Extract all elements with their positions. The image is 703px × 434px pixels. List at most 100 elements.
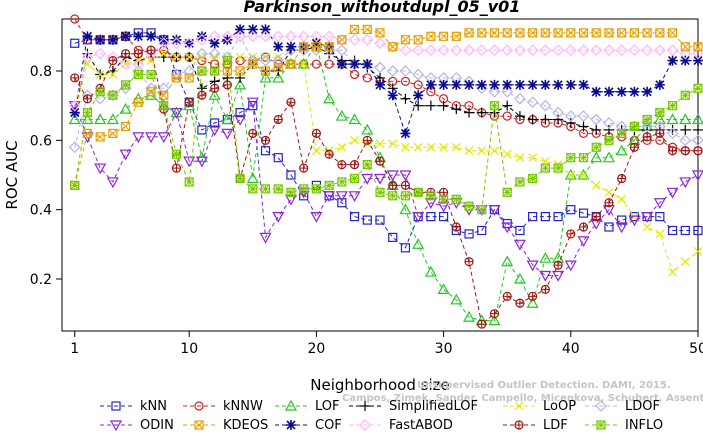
point-inflo-cross	[566, 153, 576, 163]
point-kdeos-cross	[235, 66, 245, 76]
legend-label-ldf: LDF	[543, 418, 568, 433]
point-ldf-cross	[286, 98, 295, 107]
point-loop	[515, 153, 525, 163]
point-loop	[668, 267, 677, 277]
point-fastabod	[183, 37, 196, 50]
point-knn	[210, 118, 220, 128]
point-inflo-cross	[312, 184, 321, 194]
point-simplifiedlof	[603, 124, 614, 135]
point-kdeos	[349, 24, 360, 34]
watermark-line-2: Campos, Zimek, Sander, Campello, Micenko…	[342, 393, 703, 404]
point-loop	[146, 56, 156, 66]
point-ldof	[475, 82, 488, 95]
point-kdeos-cross	[541, 28, 550, 38]
y-tick-label: 0.2	[30, 272, 52, 288]
point-inflo-cross	[426, 191, 436, 201]
point-ldof	[692, 134, 703, 147]
point-odin	[666, 187, 679, 199]
point-odin	[488, 205, 501, 216]
point-kdeos-cross	[312, 42, 321, 52]
point-fastabod	[590, 44, 603, 57]
point-fastabod	[119, 58, 132, 70]
point-lof	[424, 265, 437, 277]
point-lof	[437, 283, 450, 294]
point-cof	[158, 34, 169, 45]
legend-label-cof: COF	[315, 418, 342, 433]
point-cof	[69, 107, 80, 118]
point-ldf-cross	[401, 181, 410, 190]
x-tick-label: 50	[689, 341, 703, 357]
point-knn	[477, 225, 487, 236]
point-inflo-cross	[299, 184, 309, 194]
point-cof	[146, 31, 157, 42]
legend-label-odin: ODIN	[140, 418, 174, 433]
point-ldf-cross	[185, 98, 194, 107]
point-ldof	[183, 65, 196, 77]
point-kdeos-cross	[604, 28, 614, 38]
point-kdeos	[617, 28, 627, 38]
point-fastabod	[463, 44, 475, 57]
point-fastabod	[615, 44, 628, 57]
point-kdeos	[642, 28, 652, 38]
legend-label-lof: LOF	[315, 399, 340, 414]
point-knn	[528, 212, 538, 222]
legend-label-inflo: INFLO	[625, 418, 663, 433]
watermark-line-1: Unsupervised Outlier Detection. DAMI, 20…	[417, 380, 671, 391]
point-odin	[259, 232, 272, 244]
point-kdeos	[235, 66, 245, 76]
point-odin	[526, 260, 539, 272]
legend-label-knnw: kNNW	[223, 399, 263, 414]
point-knn	[604, 222, 614, 232]
point-odin	[348, 191, 361, 203]
point-fastabod	[425, 44, 437, 57]
legend-marker-cof	[286, 420, 296, 430]
point-fastabod	[399, 44, 412, 57]
point-inflo-cross	[286, 187, 296, 197]
point-knnw	[502, 111, 512, 121]
point-kdeos-cross	[413, 35, 423, 45]
point-ldof	[501, 85, 514, 98]
point-kdeos	[604, 28, 614, 38]
point-ldf-cross	[694, 146, 702, 155]
point-inflo-cross	[401, 191, 410, 201]
point-inflo-cross	[591, 142, 601, 152]
point-knnw	[400, 76, 411, 87]
point-loop	[464, 146, 474, 156]
point-ldf-cross	[617, 174, 626, 183]
point-cof	[603, 86, 614, 97]
point-loop	[235, 52, 245, 62]
point-inflo-cross	[261, 184, 270, 194]
point-simplifiedlof	[464, 107, 475, 118]
point-loop	[591, 180, 601, 190]
legend-item-odin: ODIN	[100, 418, 174, 433]
point-cof	[476, 79, 487, 90]
point-simplifiedlof	[680, 124, 691, 135]
point-fastabod	[234, 30, 246, 43]
point-fastabod	[68, 99, 81, 112]
point-simplifiedlof	[693, 124, 703, 135]
point-kdeos-cross	[528, 28, 537, 38]
legend-label-simplifiedlof: SimplifiedLOF	[389, 399, 478, 414]
point-ldf-cross	[83, 94, 92, 103]
point-kdeos-cross	[350, 25, 359, 34]
point-knnw	[413, 80, 423, 90]
point-kdeos	[95, 132, 105, 142]
point-ldf-cross	[121, 49, 130, 58]
point-inflo-cross	[159, 101, 169, 111]
point-fastabod	[272, 30, 285, 43]
legend-marker-kdeos	[194, 420, 204, 430]
legend: kNN kNNW LOF SimplifiedLOF LoOP LDOF ODIN KDEOS…	[100, 399, 663, 433]
point-ldof	[577, 110, 590, 122]
point-ldof	[590, 113, 603, 126]
point-fastabod	[323, 30, 335, 43]
point-simplifiedlof	[476, 107, 487, 118]
point-odin	[310, 212, 323, 223]
point-lof	[679, 113, 692, 125]
x-tick-label: 20	[307, 341, 325, 357]
point-kdeos	[260, 66, 271, 76]
point-cof	[171, 34, 182, 45]
point-ldf-cross	[108, 56, 117, 65]
point-simplifiedlof	[591, 124, 602, 135]
point-knn	[426, 212, 436, 222]
